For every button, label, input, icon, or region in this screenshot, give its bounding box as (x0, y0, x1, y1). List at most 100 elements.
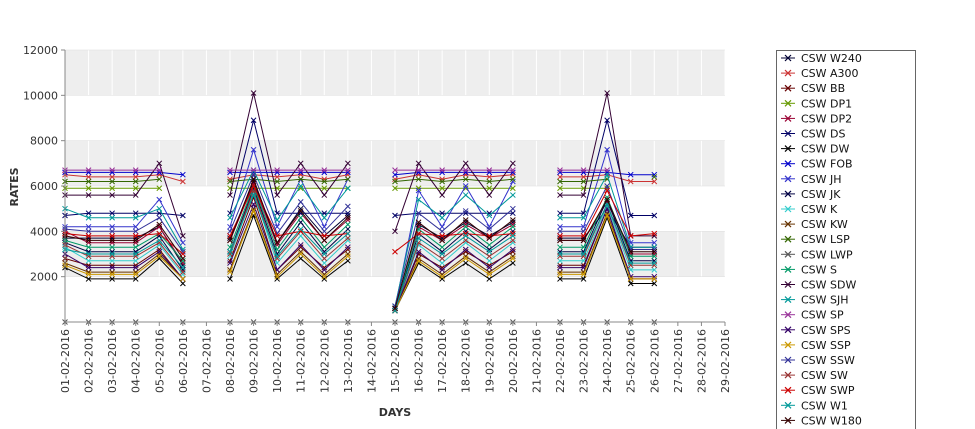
series-line (229, 178, 348, 183)
data-point (85, 271, 92, 278)
series-line (65, 162, 184, 237)
data-point (462, 192, 469, 198)
series-line (229, 168, 349, 221)
data-point (132, 239, 139, 246)
data-point (227, 214, 233, 221)
data-point (297, 255, 304, 262)
data-point (321, 260, 328, 266)
data-point (321, 255, 328, 262)
data-point (392, 305, 398, 312)
data-point (180, 239, 186, 246)
series-line (229, 186, 349, 256)
x-tick-label: 06-02-2016 (177, 329, 190, 393)
data-point (462, 169, 469, 176)
data-point (132, 253, 139, 260)
x-tick-label: 03-02-2016 (106, 329, 119, 393)
data-point (439, 178, 445, 185)
data-point (439, 260, 445, 266)
series-line (394, 162, 514, 232)
data-point (462, 228, 469, 235)
data-point (604, 187, 610, 194)
data-point (297, 176, 304, 183)
data-point (250, 180, 257, 187)
data-point (321, 185, 328, 192)
data-point (85, 167, 92, 173)
legend-item: CSW LSP (781, 233, 850, 246)
legend-swatch-marker (784, 250, 792, 258)
data-point (557, 178, 563, 185)
series-line (229, 177, 349, 244)
data-point (651, 273, 658, 280)
legend-label: CSW DW (801, 143, 850, 156)
y-tick-label: 12000 (23, 44, 58, 57)
data-point (132, 257, 139, 264)
x-tick-label: 24-02-2016 (601, 329, 614, 393)
data-point (109, 223, 115, 230)
data-point (227, 237, 233, 244)
legend-swatch-marker (784, 296, 792, 304)
data-point (345, 226, 351, 232)
data-point (109, 271, 115, 278)
data-point (297, 226, 304, 232)
data-point (321, 192, 328, 198)
x-tick-label: 12-02-2016 (318, 329, 331, 393)
legend: CSW W240 CSW A300 CSW BB CSW DP1 CSW DP2 CSW … (776, 50, 916, 429)
series-line (229, 214, 349, 280)
data-point (109, 178, 115, 185)
series-line (64, 248, 184, 280)
data-point (180, 257, 186, 264)
series-line (394, 194, 514, 307)
data-point (345, 246, 351, 253)
x-tick-label: 05-02-2016 (153, 329, 166, 393)
series-csw-lsp (62, 174, 658, 185)
series-line (65, 171, 183, 176)
data-point (321, 267, 328, 273)
data-point (486, 257, 493, 264)
data-point (156, 167, 163, 173)
legend-item: CSW K (781, 203, 838, 216)
data-point (627, 233, 634, 239)
data-point (462, 171, 469, 178)
data-point (580, 251, 587, 257)
series-line (229, 195, 349, 271)
data-point (415, 176, 422, 183)
legend-label: CSW DS (801, 128, 846, 141)
legend-swatch-marker (784, 356, 792, 364)
data-point (651, 212, 658, 219)
data-point (132, 167, 139, 173)
data-point (180, 260, 186, 266)
data-point (297, 169, 304, 176)
data-point (227, 178, 233, 185)
data-point (250, 171, 257, 178)
legend-label: CSW S (801, 263, 837, 276)
data-point (85, 237, 92, 244)
series-line (229, 189, 349, 260)
data-point (85, 223, 92, 230)
data-point (274, 169, 280, 176)
data-point (321, 248, 328, 255)
data-point (580, 214, 587, 221)
data-point (227, 248, 233, 255)
data-point (462, 260, 469, 266)
data-point (85, 233, 92, 239)
x-tick-label: 21-02-2016 (530, 329, 543, 393)
data-point (510, 230, 516, 237)
series-line (394, 230, 514, 309)
series-line (64, 217, 184, 252)
legend-label: CSW W240 (801, 52, 862, 65)
x-tick-label: 25-02-2016 (625, 329, 638, 393)
series-line (229, 180, 349, 244)
data-point (85, 185, 92, 192)
data-point (321, 169, 328, 176)
data-point (557, 235, 563, 241)
data-point (345, 160, 351, 167)
series-line (394, 219, 514, 309)
data-point (580, 169, 587, 176)
legend-box (776, 50, 916, 429)
data-point (180, 178, 186, 185)
data-point (510, 223, 516, 230)
data-point (274, 276, 280, 282)
x-axis-title: DAYS (379, 406, 412, 419)
series-line (394, 171, 513, 176)
